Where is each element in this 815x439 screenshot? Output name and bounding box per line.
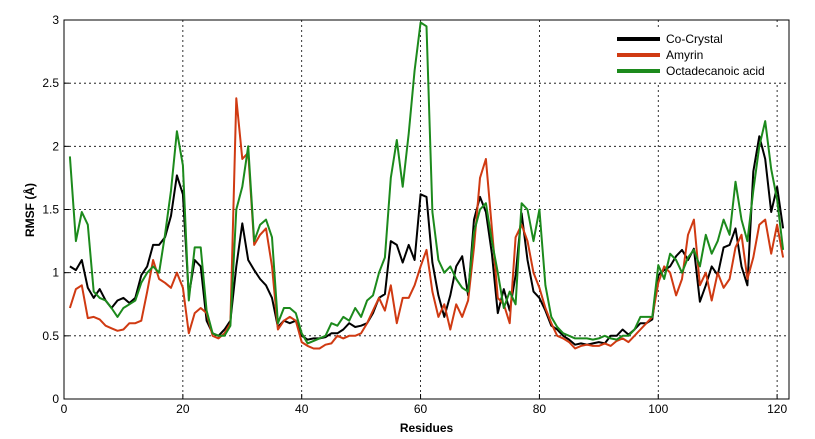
- y-tick-label: 0.5: [42, 329, 59, 343]
- legend: Co-Crystal Amyrin Octadecanoic acid: [611, 29, 785, 82]
- legend-label-co-crystal: Co-Crystal: [666, 32, 723, 46]
- x-tick-label: 40: [295, 402, 309, 416]
- x-tick-label: 60: [414, 402, 428, 416]
- y-tick-label: 3: [52, 13, 59, 27]
- x-tick-label: 80: [533, 402, 547, 416]
- legend-label-amyrin: Amyrin: [666, 48, 703, 62]
- x-axis-label: Residues: [400, 421, 454, 435]
- y-tick-label: 1: [52, 266, 59, 280]
- y-tick-label: 1.5: [42, 203, 59, 217]
- x-tick-label: 120: [767, 402, 787, 416]
- x-tick-label: 20: [176, 402, 190, 416]
- series-line-octadecanoic-acid: [68, 21, 785, 345]
- y-axis-label: RMSF (Å): [22, 183, 37, 237]
- series-lines: [68, 21, 785, 350]
- legend-label-octadecanoic-acid: Octadecanoic acid: [666, 64, 765, 78]
- y-tick-label: 2.5: [42, 76, 59, 90]
- series-line-amyrin: [68, 97, 785, 350]
- ticks: 0 20 40 60 80 100 120 0 0.5 1 1.5 2 2.5 3: [42, 13, 787, 416]
- y-tick-label: 0: [52, 392, 59, 406]
- x-tick-label: 0: [61, 402, 68, 416]
- y-tick-label: 2: [52, 139, 59, 153]
- x-tick-label: 100: [648, 402, 668, 416]
